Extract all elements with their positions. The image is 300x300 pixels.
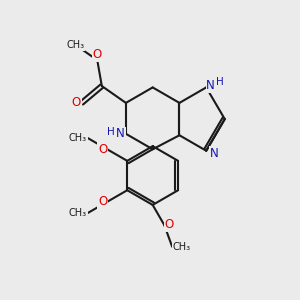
Text: CH₃: CH₃ [66, 40, 84, 50]
Text: N: N [210, 147, 219, 160]
Text: H: H [217, 77, 224, 87]
Text: N: N [206, 80, 215, 92]
Text: O: O [164, 218, 173, 232]
Text: CH₃: CH₃ [69, 133, 87, 143]
Text: O: O [98, 195, 107, 208]
Text: O: O [93, 48, 102, 62]
Text: CH₃: CH₃ [172, 242, 190, 252]
Text: N: N [116, 127, 125, 140]
Text: CH₃: CH₃ [69, 208, 87, 218]
Text: H: H [107, 127, 115, 137]
Text: O: O [98, 143, 107, 156]
Text: O: O [72, 96, 81, 110]
